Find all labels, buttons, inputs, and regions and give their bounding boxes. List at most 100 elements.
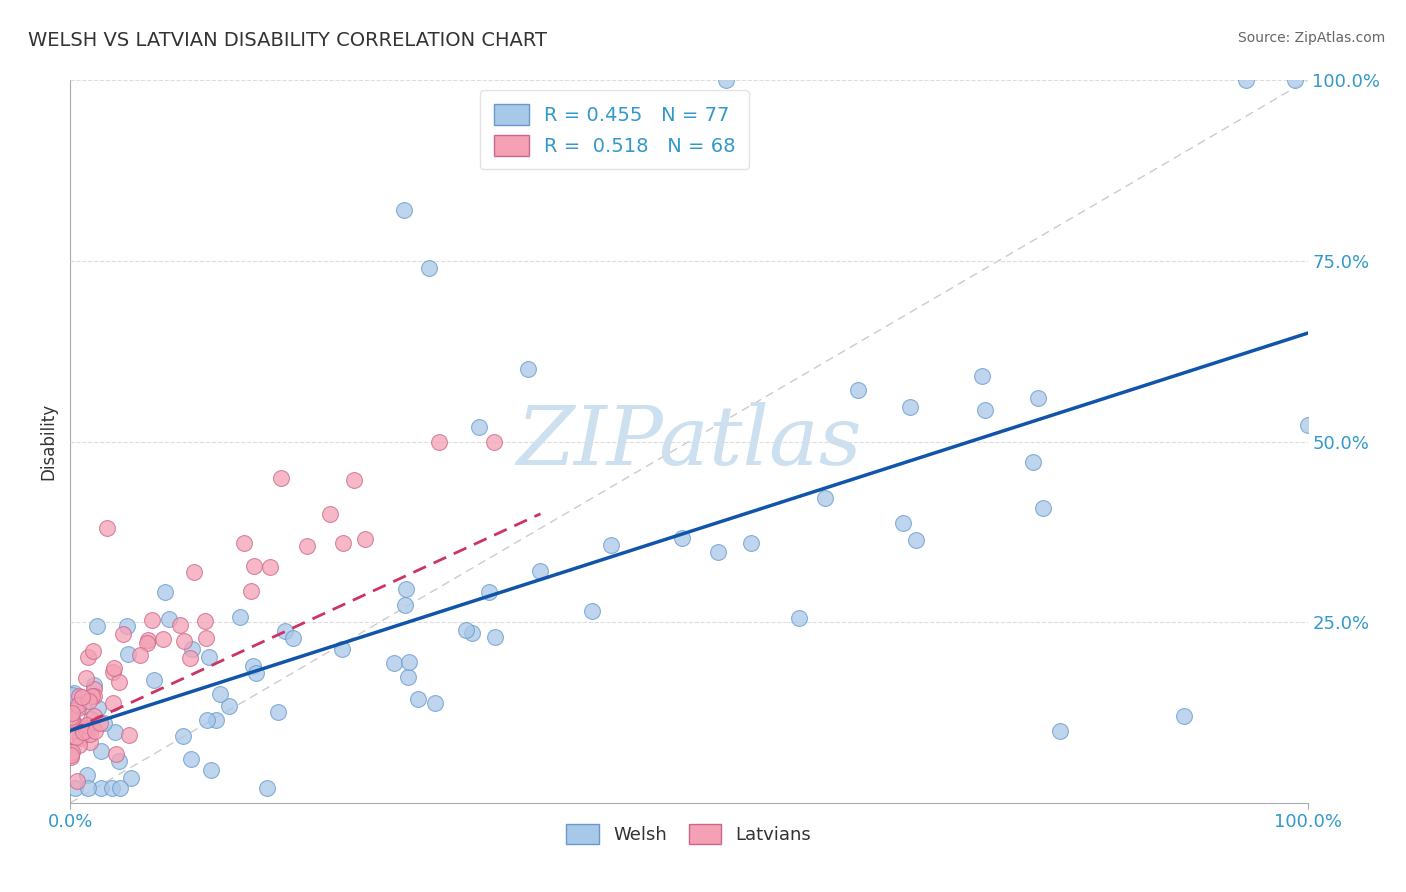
Point — [80, 713, 103, 727]
Point — [245, 665, 267, 680]
Point — [394, 598, 416, 612]
Point — [129, 648, 152, 662]
Point — [427, 434, 450, 449]
Point — [599, 537, 621, 551]
Point — [848, 383, 870, 397]
Point — [83, 709, 105, 723]
Point — [103, 661, 125, 675]
Point — [209, 686, 232, 700]
Point — [707, 545, 730, 559]
Point — [193, 615, 215, 629]
Point — [82, 644, 104, 658]
Point — [96, 521, 118, 535]
Point — [59, 710, 82, 724]
Point — [79, 727, 101, 741]
Point — [142, 673, 165, 687]
Point — [267, 706, 290, 720]
Point — [406, 692, 429, 706]
Point — [60, 688, 83, 702]
Point — [70, 723, 93, 738]
Point — [141, 613, 163, 627]
Point — [814, 491, 837, 505]
Point — [398, 655, 420, 669]
Point — [970, 368, 993, 383]
Point — [80, 720, 103, 734]
Point — [229, 609, 252, 624]
Point — [274, 624, 297, 639]
Point — [181, 642, 204, 657]
Point — [218, 698, 240, 713]
Point — [396, 670, 419, 684]
Point — [67, 738, 90, 752]
Point — [198, 650, 221, 665]
Point — [194, 632, 217, 646]
Point — [59, 747, 82, 762]
Point — [65, 730, 87, 744]
Point — [1049, 723, 1071, 738]
Point — [83, 690, 105, 704]
Point — [200, 763, 222, 777]
Point — [173, 634, 195, 648]
Point — [103, 696, 125, 710]
Point — [482, 434, 505, 449]
Point — [79, 735, 101, 749]
Legend: Welsh, Latvians: Welsh, Latvians — [560, 817, 818, 852]
Point — [136, 633, 159, 648]
Point — [77, 649, 100, 664]
Point — [60, 712, 83, 726]
Point — [1284, 73, 1306, 87]
Point — [1296, 417, 1319, 432]
Point — [63, 686, 86, 700]
Point — [478, 585, 501, 599]
Point — [891, 516, 914, 530]
Point — [152, 632, 174, 646]
Point — [118, 728, 141, 742]
Point — [75, 723, 97, 737]
Point — [107, 754, 129, 768]
Point — [90, 744, 112, 758]
Point — [108, 674, 131, 689]
Point — [418, 261, 440, 276]
Point — [77, 694, 100, 708]
Point — [467, 420, 489, 434]
Point — [714, 73, 737, 87]
Point — [395, 582, 418, 596]
Point — [205, 713, 228, 727]
Point — [454, 624, 477, 638]
Point — [581, 604, 603, 618]
Point — [77, 781, 100, 796]
Text: Source: ZipAtlas.com: Source: ZipAtlas.com — [1237, 31, 1385, 45]
Point — [66, 773, 89, 788]
Point — [239, 584, 262, 599]
Point — [104, 747, 127, 761]
Point — [157, 612, 180, 626]
Point — [342, 473, 364, 487]
Point — [484, 630, 506, 644]
Point — [104, 725, 127, 739]
Point — [72, 725, 94, 739]
Point — [69, 731, 91, 745]
Point — [242, 658, 264, 673]
Point — [115, 618, 138, 632]
Point — [183, 565, 205, 579]
Point — [905, 533, 928, 548]
Point — [87, 700, 110, 714]
Point — [242, 559, 264, 574]
Point — [256, 781, 278, 796]
Point — [180, 752, 202, 766]
Point — [72, 699, 94, 714]
Point — [270, 470, 292, 484]
Point — [60, 745, 83, 759]
Point — [1026, 391, 1049, 405]
Point — [179, 651, 201, 665]
Point — [89, 716, 111, 731]
Point — [112, 626, 135, 640]
Point — [974, 403, 997, 417]
Point — [117, 647, 139, 661]
Point — [295, 539, 318, 553]
Point — [671, 531, 693, 545]
Point — [153, 585, 176, 599]
Point — [120, 771, 142, 785]
Point — [319, 507, 342, 521]
Point — [63, 781, 86, 796]
